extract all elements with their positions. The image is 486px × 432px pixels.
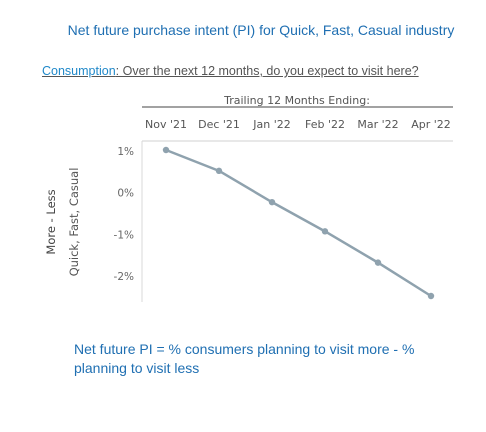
question-body: : Over the next 12 months, do you expect…: [115, 64, 419, 78]
question-link[interactable]: Consumption: [42, 64, 116, 78]
y-tick-labels: 1% 0% -1% -2%: [114, 146, 134, 283]
x-tick-label: Feb '22: [305, 118, 345, 131]
data-point[interactable]: [427, 292, 435, 300]
data-point[interactable]: [268, 198, 276, 206]
x-tick-label: Mar '22: [357, 118, 398, 131]
x-tick-label: Dec '21: [198, 118, 240, 131]
line-chart: Trailing 12 Months Ending: More - Less Q…: [44, 94, 453, 302]
y-tick-label: -2%: [114, 271, 134, 283]
series-line: [165, 148, 432, 298]
page-title: Net future purchase intent (PI) for Quic…: [67, 22, 455, 38]
plot-area: [162, 146, 435, 300]
x-tick-labels: Nov '21 Dec '21 Jan '22 Feb '22 Mar '22 Apr '…: [145, 118, 451, 131]
y-tick-label: -1%: [114, 229, 134, 241]
y-axis-label-outer: More - Less: [44, 189, 58, 254]
data-point[interactable]: [162, 146, 170, 154]
y-tick-label: 0%: [117, 188, 134, 200]
x-tick-label: Jan '22: [252, 118, 290, 131]
data-point[interactable]: [374, 259, 382, 266]
chart-header-label: Trailing 12 Months Ending:: [223, 94, 370, 107]
data-point[interactable]: [321, 228, 329, 235]
question-text: Consumption: Over the next 12 months, do…: [42, 64, 419, 78]
data-point[interactable]: [215, 167, 223, 175]
y-tick-label: 1%: [117, 146, 134, 158]
x-tick-label: Nov '21: [145, 118, 187, 131]
y-axis-label-inner: Quick, Fast, Casual: [67, 168, 81, 277]
x-tick-label: Apr '22: [411, 118, 451, 131]
footnote: Net future PI = % consumers planning to …: [74, 341, 415, 376]
